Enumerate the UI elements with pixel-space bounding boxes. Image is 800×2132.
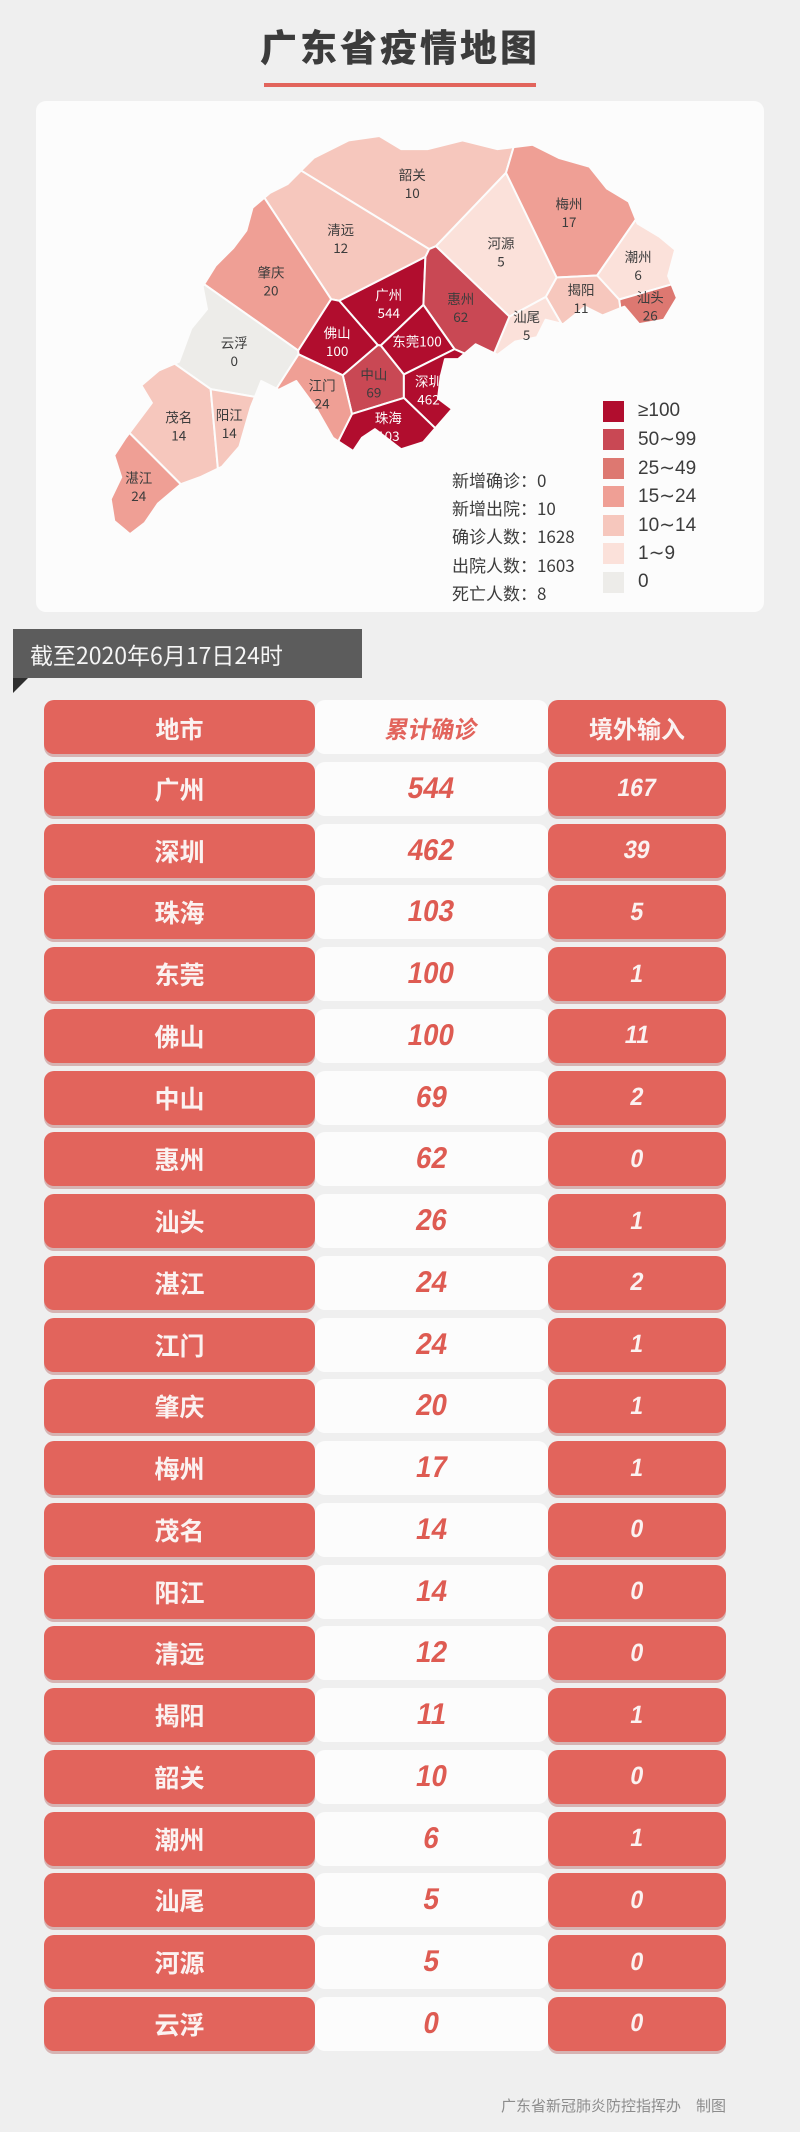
svg-text:26: 26 <box>643 305 658 325</box>
svg-text:潮州: 潮州 <box>625 246 652 266</box>
svg-text:0: 0 <box>231 350 239 370</box>
svg-text:江门: 江门 <box>309 375 336 395</box>
svg-text:12: 12 <box>333 237 348 257</box>
svg-text:5: 5 <box>523 324 531 344</box>
svg-text:韶关: 韶关 <box>399 164 426 184</box>
svg-text:肇庆: 肇庆 <box>258 261 285 281</box>
svg-text:汕头: 汕头 <box>637 287 664 307</box>
svg-text:揭阳: 揭阳 <box>568 279 595 299</box>
svg-text:云浮: 云浮 <box>221 332 248 352</box>
svg-text:10: 10 <box>405 182 420 202</box>
svg-text:100: 100 <box>326 340 348 360</box>
svg-text:17: 17 <box>562 211 577 231</box>
svg-text:茂名: 茂名 <box>165 407 192 427</box>
svg-text:广州: 广州 <box>375 284 402 304</box>
svg-text:544: 544 <box>377 302 400 322</box>
svg-text:11: 11 <box>574 297 589 317</box>
svg-text:103: 103 <box>377 425 399 445</box>
svg-text:462: 462 <box>417 389 439 409</box>
svg-text:河源: 河源 <box>488 233 516 253</box>
svg-text:惠州: 惠州 <box>447 288 474 308</box>
svg-text:20: 20 <box>264 279 279 299</box>
svg-text:清远: 清远 <box>327 219 354 239</box>
svg-text:珠海: 珠海 <box>375 407 402 427</box>
svg-text:5: 5 <box>497 251 505 271</box>
svg-text:湛江: 湛江 <box>125 467 152 487</box>
svg-text:汕尾: 汕尾 <box>513 306 540 326</box>
svg-text:14: 14 <box>171 425 186 445</box>
svg-text:东莞100: 东莞100 <box>392 330 441 350</box>
svg-text:69: 69 <box>366 382 381 402</box>
svg-text:24: 24 <box>131 485 146 505</box>
svg-text:深圳: 深圳 <box>415 371 442 391</box>
svg-text:6: 6 <box>634 264 642 284</box>
svg-text:中山: 中山 <box>360 364 387 384</box>
svg-text:梅州: 梅州 <box>556 193 583 213</box>
svg-text:阳江: 阳江 <box>216 404 243 424</box>
svg-text:62: 62 <box>453 306 468 326</box>
svg-text:24: 24 <box>315 393 330 413</box>
svg-text:14: 14 <box>222 422 237 442</box>
svg-text:佛山: 佛山 <box>324 322 351 342</box>
